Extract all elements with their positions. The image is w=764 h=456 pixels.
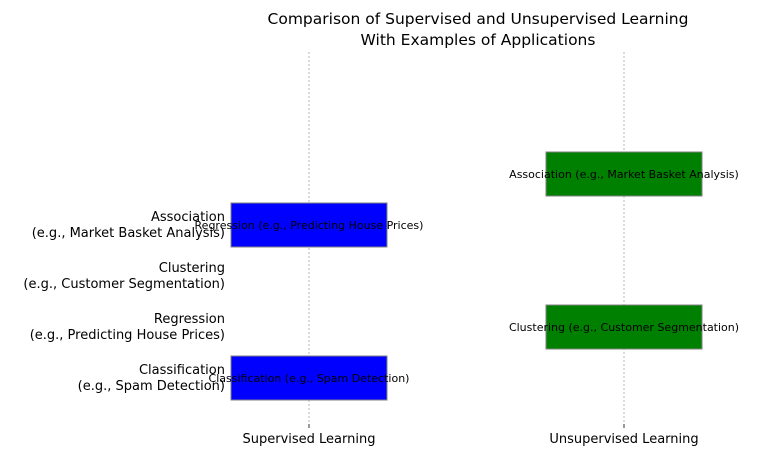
x-tick-labels: Supervised Learning Unsupervised Learning	[243, 424, 699, 447]
y-tick-label-line: (e.g., Market Basket Analysis)	[32, 226, 225, 241]
y-tick-label-3: Clustering (e.g., Customer Segmentation)	[23, 261, 225, 292]
bar-labels: Classification (e.g., Spam Detection) Reg…	[195, 168, 740, 385]
y-tick-label-line: Clustering	[159, 261, 225, 276]
x-tick-label-2: Unsupervised Learning	[549, 432, 698, 447]
bar-1	[230, 355, 388, 401]
y-tick-label-line: (e.g., Customer Segmentation)	[23, 277, 225, 292]
y-tick-label-line: (e.g., Spam Detection)	[78, 379, 225, 394]
chart-title: Comparison of Supervised and Unsupervise…	[268, 10, 689, 49]
chart-title-line: Comparison of Supervised and Unsupervise…	[268, 10, 689, 28]
chart-title-line: With Examples of Applications	[361, 31, 596, 49]
bar-2	[230, 202, 388, 248]
y-tick-label-line: Regression	[154, 312, 225, 327]
bar-label-1: Classification (e.g., Spam Detection)	[209, 372, 410, 385]
y-tick-labels: Classification (e.g., Spam Detection) Regr…	[23, 210, 225, 394]
bar-label-3: Clustering (e.g., Customer Segmentation)	[509, 321, 739, 334]
bar-label-4: Association (e.g., Market Basket Analysi…	[509, 168, 739, 181]
y-tick-label-1: Classification (e.g., Spam Detection)	[78, 363, 225, 394]
bar-3	[545, 304, 703, 350]
y-tick-label-2: Regression (e.g., Predicting House Prices…	[30, 312, 225, 343]
x-tick-label-1: Supervised Learning	[243, 432, 376, 447]
y-tick-label-line: Association	[151, 210, 225, 225]
bars	[230, 151, 703, 401]
y-tick-label-line: Classification	[139, 363, 225, 378]
chart-title-group: Comparison of Supervised and Unsupervise…	[268, 10, 689, 49]
y-tick-label-line: (e.g., Predicting House Prices)	[30, 328, 225, 343]
bar-label-2: Regression (e.g., Predicting House Price…	[195, 219, 424, 232]
bar-4	[545, 151, 703, 197]
y-tick-label-4: Association (e.g., Market Basket Analysis…	[32, 210, 225, 241]
